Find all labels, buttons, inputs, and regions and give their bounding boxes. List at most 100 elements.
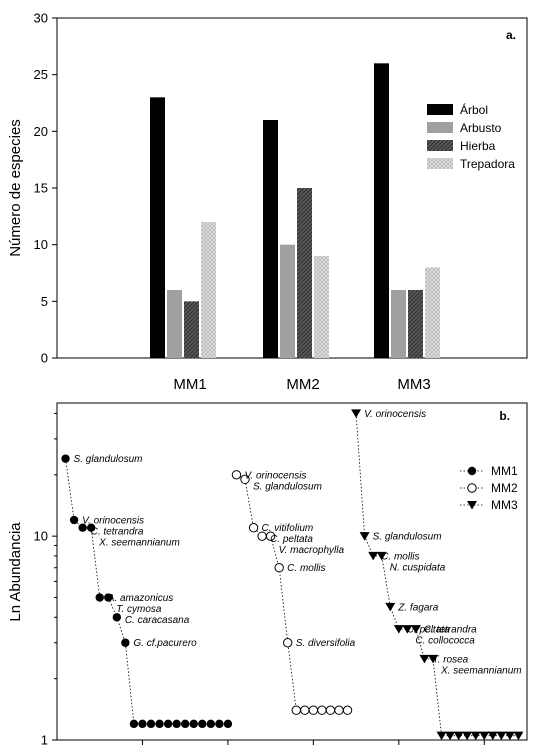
bar bbox=[263, 120, 278, 358]
data-point bbox=[351, 409, 362, 418]
legend-entry: Trepadora bbox=[460, 157, 515, 171]
data-point bbox=[163, 719, 173, 729]
y-axis-label-a: Número de especies bbox=[7, 119, 24, 257]
bar bbox=[150, 97, 165, 358]
data-point bbox=[479, 731, 490, 741]
species-label: C. mollis bbox=[381, 551, 419, 562]
data-point bbox=[180, 719, 190, 729]
category-label: MM3 bbox=[397, 376, 430, 393]
species-label: S. glandulosum bbox=[253, 481, 322, 492]
data-point bbox=[445, 731, 456, 741]
data-point bbox=[342, 705, 353, 715]
species-label: V. orinocensis bbox=[244, 470, 306, 481]
data-point bbox=[283, 638, 293, 648]
species-label: Z. fagara bbox=[397, 602, 438, 613]
panel-label-b: b. bbox=[499, 409, 510, 423]
data-point bbox=[240, 474, 250, 485]
y-tick-label: 15 bbox=[34, 181, 48, 196]
x-axis-b bbox=[141, 740, 485, 745]
legend-swatch bbox=[427, 122, 453, 133]
legend-swatch bbox=[427, 140, 453, 151]
data-point bbox=[121, 638, 130, 647]
legend-b: MM1 MM2 MM3 bbox=[460, 464, 518, 512]
species-label: S. diversifolia bbox=[296, 638, 356, 649]
data-point bbox=[231, 470, 242, 480]
series-line-mm2 bbox=[236, 474, 348, 711]
data-point bbox=[129, 719, 139, 729]
y-tick-label: 20 bbox=[34, 124, 48, 139]
category-label: MM2 bbox=[286, 376, 319, 393]
species-label: T. rosea bbox=[432, 654, 468, 665]
bar bbox=[280, 244, 295, 358]
species-label: X. seemannianum bbox=[98, 538, 180, 549]
data-point bbox=[436, 731, 447, 741]
y-tick-label: 10 bbox=[34, 529, 48, 544]
species-label: V. macrophylla bbox=[279, 545, 345, 556]
legend-entry: MM2 bbox=[491, 481, 518, 495]
legend-entry: Árbol bbox=[460, 102, 488, 117]
bar bbox=[297, 188, 312, 358]
category-label: MM1 bbox=[173, 376, 206, 393]
data-point bbox=[86, 523, 96, 532]
species-label: S. glandulosum bbox=[373, 532, 442, 543]
bar bbox=[391, 290, 406, 358]
data-point bbox=[300, 705, 310, 715]
y-tick-label: 25 bbox=[34, 67, 48, 82]
legend-entry: Arbusto bbox=[460, 121, 502, 135]
y-tick-label: 10 bbox=[34, 237, 48, 252]
bar-chart-panel: 0 5 10 15 20 25 30 MM1 MM2 MM3 Árbol Arbusto Hierb… bbox=[7, 11, 528, 393]
species-label: S. glandulosum bbox=[74, 454, 143, 465]
data-point bbox=[308, 705, 319, 715]
data-point bbox=[146, 719, 156, 729]
data-point bbox=[453, 731, 464, 741]
species-label: G. cf.pacurero bbox=[133, 638, 197, 649]
bar bbox=[425, 267, 440, 358]
data-point bbox=[265, 531, 276, 541]
data-point bbox=[78, 523, 87, 532]
legend-entry: MM1 bbox=[491, 464, 518, 478]
data-point bbox=[359, 532, 370, 541]
series-line-mm3 bbox=[355, 413, 519, 737]
data-point bbox=[402, 625, 413, 634]
species-label: C. peltata bbox=[407, 625, 450, 636]
legend-swatch bbox=[427, 104, 453, 115]
data-point bbox=[223, 719, 233, 729]
species-label: C. collococca bbox=[415, 636, 475, 647]
species-label: N. cuspidata bbox=[390, 562, 446, 573]
bars bbox=[150, 63, 440, 358]
data-point bbox=[428, 654, 438, 664]
data-point bbox=[95, 593, 104, 602]
y-axis-label-b: Ln Abundancia bbox=[7, 522, 24, 622]
bar bbox=[201, 222, 216, 358]
legend-a: Árbol Arbusto Hierba Trepadora bbox=[427, 102, 515, 171]
data-point bbox=[189, 719, 198, 729]
legend-entry: MM3 bbox=[491, 498, 518, 512]
legend-marker bbox=[467, 483, 477, 493]
species-label: A. amazonicus bbox=[107, 593, 174, 604]
data-point bbox=[325, 705, 336, 715]
y-axis-b: 1 10 bbox=[34, 412, 57, 748]
data-point bbox=[138, 719, 147, 729]
plot-frame-b bbox=[56, 402, 528, 741]
data-point bbox=[513, 731, 524, 741]
y-tick-label: 1 bbox=[41, 733, 48, 748]
data-point bbox=[69, 515, 79, 525]
bar bbox=[184, 301, 199, 358]
data-point bbox=[112, 613, 122, 622]
data-point bbox=[368, 551, 379, 561]
data-point bbox=[504, 731, 515, 741]
data-point bbox=[470, 731, 481, 741]
bar bbox=[314, 256, 329, 358]
species-label: T. cymosa bbox=[116, 604, 162, 615]
data-point bbox=[334, 705, 344, 715]
data-point bbox=[198, 719, 207, 729]
data-point bbox=[376, 551, 387, 561]
data-point bbox=[419, 654, 430, 664]
data-point bbox=[206, 719, 216, 729]
data-point bbox=[462, 731, 473, 741]
y-tick-label: 0 bbox=[41, 351, 48, 366]
data-point bbox=[487, 731, 498, 741]
